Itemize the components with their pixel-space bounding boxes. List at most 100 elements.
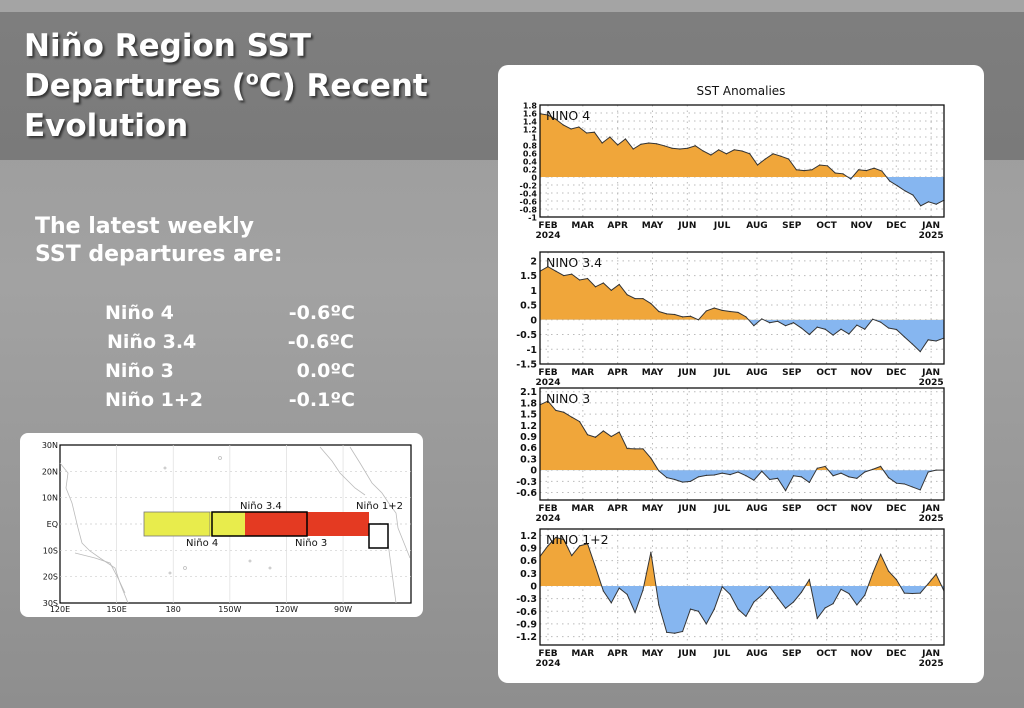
data-point [618, 283, 620, 286]
data-point [927, 583, 929, 585]
map-lat-label: 30N [42, 441, 58, 450]
data-point [745, 316, 747, 318]
data-point [610, 602, 612, 604]
data-point [571, 554, 573, 557]
x-tick-label: AUG [746, 649, 767, 659]
data-point [618, 431, 620, 433]
data-point [872, 572, 874, 574]
data-point [563, 411, 565, 413]
data-point [674, 313, 676, 316]
data-point [800, 591, 803, 593]
panel-frame [539, 528, 945, 646]
y-tick-label: -1 [526, 345, 537, 356]
latest-heading-line-1: The latest weekly [35, 214, 255, 239]
y-tick-label: 1.5 [520, 410, 537, 421]
data-point [880, 553, 882, 555]
data-point [674, 478, 676, 481]
data-point [911, 592, 913, 595]
data-point [761, 594, 763, 596]
panel-2: -1.5 -1 -0.5 0 0.5 1 1.5 2 FEB MAR APR MAY JUN JUL AUG… [516, 251, 945, 388]
data-point [634, 448, 636, 450]
data-point [761, 470, 763, 472]
data-point [745, 475, 747, 477]
x-tick-label: AUG [746, 368, 767, 378]
year-label-start: 2024 [535, 659, 560, 669]
data-point [555, 270, 557, 272]
data-point [880, 321, 882, 323]
sst-anomalies-card: SST Anomalies -1 -0.8 -0.6 -0.4 -0.2 0 0.2 0.4 0… [498, 65, 984, 683]
data-point [721, 309, 723, 311]
panel-frame [539, 387, 945, 501]
positive-anomaly-area [540, 401, 944, 471]
data-point [547, 266, 549, 268]
y-tick-label: -0.9 [516, 619, 537, 630]
data-point [705, 474, 707, 476]
data-point [887, 327, 890, 329]
data-point [887, 570, 890, 572]
data-point [594, 286, 597, 288]
data-point [547, 400, 549, 402]
x-tick-label: SEP [782, 221, 802, 231]
map-lat-label: EQ [47, 520, 58, 529]
data-point [772, 153, 774, 155]
data-point [816, 467, 818, 469]
data-point [689, 315, 692, 317]
y-tick-label: 1 [530, 286, 537, 297]
y-tick-label: 0.5 [520, 301, 537, 312]
nino34-west-region [210, 512, 245, 536]
data-point [848, 592, 850, 595]
data-point [800, 476, 803, 478]
y-tick-label: 1.2 [520, 421, 537, 432]
data-point [824, 607, 826, 609]
data-point [848, 333, 850, 335]
data-point [601, 142, 603, 144]
data-point [681, 630, 684, 633]
y-tick-label: 0.3 [520, 569, 537, 580]
map-lon-label: 120E [50, 605, 70, 614]
data-point [634, 297, 636, 300]
map-lat-label: 10N [42, 494, 58, 503]
region-value: -0.6ºC [287, 331, 354, 353]
region-value: -0.6ºC [288, 302, 355, 324]
data-point [721, 472, 723, 474]
data-point [593, 131, 595, 133]
x-tick-label: JAN [921, 649, 940, 659]
data-point [666, 631, 668, 633]
data-point [729, 310, 731, 313]
data-point [689, 608, 692, 610]
data-point [935, 469, 937, 471]
data-point [792, 601, 795, 603]
data-point [864, 471, 866, 473]
data-point [579, 421, 581, 423]
y-tick-label: 1.2 [520, 531, 537, 542]
y-tick-label: 0.4 [523, 158, 538, 167]
data-point [808, 333, 810, 336]
data-point [721, 586, 723, 588]
data-point [745, 615, 747, 617]
data-point [729, 474, 731, 476]
x-tick-label: APR [607, 649, 628, 659]
data-point [826, 165, 829, 167]
nino-regions-map: Niño 3.4 Niño 4 Niño 3 Niño 1+2 30N 20N 10… [42, 441, 412, 614]
data-point [749, 153, 751, 155]
data-point [808, 579, 810, 581]
data-point [618, 587, 620, 589]
map-lat-label: 10S [43, 546, 58, 555]
map-lon-label: 90W [334, 605, 352, 614]
y-tick-label: -0.5 [516, 330, 537, 341]
title-line-2a: Departures ( [24, 68, 246, 104]
x-tick-label: MAY [642, 221, 664, 231]
data-point [737, 471, 739, 473]
data-point [842, 173, 844, 175]
data-point [741, 150, 743, 152]
x-tick-label: OCT [816, 368, 837, 378]
y-tick-label: 0.3 [520, 454, 537, 465]
y-tick-label: -0.6 [516, 607, 537, 618]
panel-4: -1.2 -0.9-0.6 -0.3 00.3 0.6 0.91.2 FEB MAR APR MA… [516, 528, 945, 669]
year-label-end: 2025 [919, 514, 944, 524]
panel-frame [539, 251, 945, 365]
panel-label: NINO 3.4 [546, 255, 602, 270]
region-name: Niño 1+2 [105, 389, 203, 411]
data-point [824, 328, 826, 330]
region-name: Niño 3.4 [107, 331, 197, 353]
